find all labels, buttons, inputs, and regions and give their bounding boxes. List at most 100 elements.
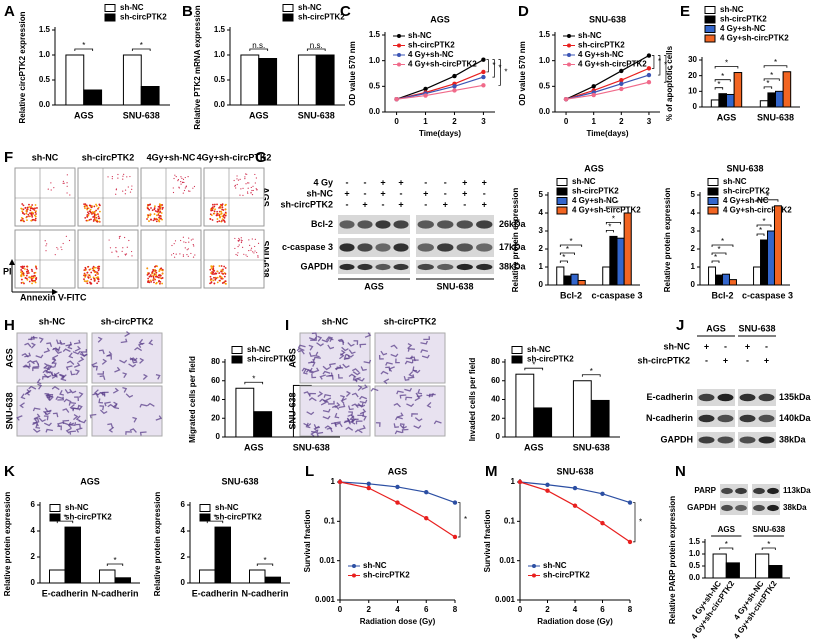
y-tick-label: 0 [181, 578, 186, 587]
cell [308, 352, 316, 358]
bar [710, 99, 720, 108]
cell-dot [247, 192, 249, 194]
bar [609, 235, 618, 286]
cell [114, 366, 121, 373]
cell-dot [23, 220, 25, 223]
legend-label: sh-circPTK2 [408, 41, 455, 50]
flow-plot [140, 229, 202, 289]
legend-swatch [104, 13, 116, 22]
sign: - [364, 177, 367, 187]
significance-label: * [498, 63, 501, 72]
cell [415, 392, 423, 398]
cell-dot [255, 188, 257, 190]
cell [73, 414, 79, 421]
cell-dot [84, 269, 87, 272]
legend-marker [567, 53, 571, 57]
point [395, 484, 400, 490]
series-line [396, 84, 484, 100]
cell [20, 393, 26, 400]
cell-dot [161, 218, 163, 221]
blot [338, 215, 410, 234]
y-axis-label: Relative protein expression [511, 188, 520, 293]
cell [55, 396, 64, 400]
cell-dot [174, 174, 176, 176]
cell [390, 344, 398, 350]
significance-bracket [559, 244, 583, 247]
cell [395, 358, 400, 364]
x-tick-label: 0 [394, 117, 399, 126]
significance-label: * [464, 515, 467, 524]
cell-dot [237, 179, 240, 181]
cell-dot [87, 276, 89, 278]
blot-band [393, 243, 409, 252]
cell [69, 404, 75, 411]
flow-plot [203, 167, 265, 227]
cell-dot [20, 271, 22, 274]
x-tick-label: 3 [481, 117, 486, 126]
legend-label: sh-NC [298, 3, 322, 12]
cell [345, 390, 351, 397]
cell-dot [150, 275, 153, 278]
point [452, 88, 457, 93]
point [366, 481, 371, 486]
cell-dot [210, 209, 213, 212]
cell-dot [224, 282, 227, 285]
point [481, 83, 486, 88]
cell [322, 415, 331, 420]
cell [404, 360, 413, 365]
cell [361, 384, 368, 390]
x-tick-label: AGS [524, 442, 544, 452]
cell-dot [21, 203, 24, 205]
cell-dot [111, 251, 113, 253]
cell-dot [193, 185, 196, 188]
cell-dot [29, 215, 31, 218]
panel-label: G [255, 149, 267, 166]
cell [355, 420, 363, 425]
blot-band [393, 263, 409, 271]
cell-dot [220, 277, 223, 280]
y-tick-label: 80 [211, 357, 220, 366]
cell [393, 402, 401, 408]
cell [411, 359, 419, 364]
cell-dot [89, 268, 92, 271]
cell-dot [252, 185, 254, 187]
cell-dot [221, 215, 224, 218]
cell-dot [209, 217, 212, 220]
cell-dot [34, 271, 37, 274]
cell-dot [93, 205, 96, 208]
y-tick-label: 0 [496, 432, 501, 441]
x-tick-label: 6 [424, 605, 429, 614]
cell-dot [86, 211, 89, 214]
cell [58, 373, 67, 378]
significance-label: * [766, 79, 769, 88]
cell [317, 391, 324, 398]
cell [125, 431, 133, 435]
cell [324, 397, 332, 404]
cell-dot [156, 265, 159, 268]
cell-dot [233, 179, 235, 182]
sign: + [380, 188, 385, 198]
legend-label: sh-circPTK2 [720, 15, 767, 24]
cell [122, 372, 128, 379]
bar [767, 230, 775, 286]
cell [59, 340, 66, 345]
cell-dot [32, 276, 35, 279]
protein-label: GAPDH [300, 261, 333, 271]
cell-dot [29, 209, 32, 212]
sign: - [364, 188, 367, 198]
cell [97, 336, 103, 343]
cell [51, 385, 60, 391]
cell [73, 362, 81, 368]
cell-dot [255, 177, 257, 179]
cell-dot [66, 174, 68, 176]
cell-dot [177, 180, 179, 182]
cell [79, 353, 88, 358]
y-tick-label: 0 [693, 102, 698, 111]
cell-dot [97, 280, 100, 283]
significance-label: * [504, 68, 507, 77]
cell-dot [219, 204, 222, 207]
cell [340, 395, 345, 401]
cell [52, 412, 59, 418]
cell [428, 393, 436, 398]
cell-dot [126, 246, 128, 248]
